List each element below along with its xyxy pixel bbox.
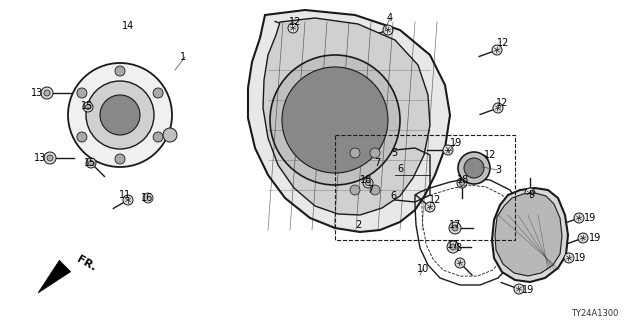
- Circle shape: [153, 132, 163, 142]
- Polygon shape: [495, 193, 562, 276]
- Text: 12: 12: [484, 150, 496, 160]
- Circle shape: [83, 102, 93, 112]
- Circle shape: [574, 213, 584, 223]
- Text: 19: 19: [574, 253, 586, 263]
- Circle shape: [163, 128, 177, 142]
- Text: 15: 15: [84, 158, 96, 168]
- Circle shape: [86, 105, 90, 109]
- Text: 13: 13: [31, 88, 43, 98]
- Circle shape: [460, 180, 465, 186]
- Polygon shape: [492, 188, 568, 282]
- Circle shape: [370, 148, 380, 158]
- Circle shape: [88, 161, 93, 165]
- Circle shape: [288, 23, 298, 33]
- Text: 6: 6: [390, 191, 396, 201]
- Circle shape: [578, 233, 588, 243]
- Text: 12: 12: [496, 98, 508, 108]
- Circle shape: [525, 188, 535, 198]
- Text: 7: 7: [367, 185, 373, 195]
- Circle shape: [493, 103, 503, 113]
- Circle shape: [425, 202, 435, 212]
- Circle shape: [365, 180, 371, 186]
- Text: 7: 7: [374, 158, 380, 168]
- Circle shape: [350, 148, 360, 158]
- Circle shape: [143, 193, 153, 203]
- Circle shape: [514, 284, 524, 294]
- Circle shape: [447, 241, 459, 253]
- Circle shape: [464, 158, 484, 178]
- Text: 13: 13: [34, 153, 46, 163]
- Text: 11: 11: [119, 190, 131, 200]
- Text: 12: 12: [289, 17, 301, 27]
- Circle shape: [443, 145, 453, 155]
- Text: 5: 5: [391, 148, 397, 158]
- Circle shape: [86, 158, 96, 168]
- Text: 12: 12: [429, 195, 441, 205]
- Circle shape: [86, 81, 154, 149]
- Circle shape: [478, 155, 488, 165]
- Text: 18: 18: [457, 175, 469, 185]
- Circle shape: [100, 95, 140, 135]
- Text: FR.: FR.: [75, 254, 98, 274]
- Circle shape: [370, 185, 380, 195]
- Circle shape: [44, 90, 50, 96]
- Text: 15: 15: [81, 101, 93, 111]
- Circle shape: [44, 152, 56, 164]
- Text: 6: 6: [397, 164, 403, 174]
- Text: 16: 16: [141, 193, 153, 203]
- Circle shape: [282, 67, 388, 173]
- Circle shape: [350, 185, 360, 195]
- Circle shape: [449, 222, 461, 234]
- Text: 19: 19: [522, 285, 534, 295]
- Circle shape: [458, 152, 490, 184]
- Circle shape: [68, 63, 172, 167]
- Polygon shape: [248, 10, 450, 232]
- Circle shape: [455, 258, 465, 268]
- Text: 4: 4: [387, 13, 393, 23]
- Text: 9: 9: [528, 190, 534, 200]
- Circle shape: [123, 195, 133, 205]
- Text: 17: 17: [449, 220, 461, 230]
- Text: 2: 2: [355, 220, 361, 230]
- Circle shape: [363, 178, 373, 188]
- Circle shape: [77, 132, 87, 142]
- Circle shape: [450, 244, 456, 250]
- Polygon shape: [263, 18, 430, 215]
- Polygon shape: [38, 260, 70, 293]
- Text: 3: 3: [495, 165, 501, 175]
- Circle shape: [153, 88, 163, 98]
- Circle shape: [115, 66, 125, 76]
- Text: 19: 19: [450, 138, 462, 148]
- Circle shape: [270, 55, 400, 185]
- Text: 10: 10: [417, 264, 429, 274]
- Text: 19: 19: [584, 213, 596, 223]
- Text: 8: 8: [455, 243, 461, 253]
- Circle shape: [492, 45, 502, 55]
- Circle shape: [47, 155, 53, 161]
- Circle shape: [564, 253, 574, 263]
- Text: 17: 17: [447, 240, 459, 250]
- Text: 19: 19: [589, 233, 601, 243]
- Circle shape: [77, 88, 87, 98]
- Text: 18: 18: [360, 175, 372, 185]
- Text: 12: 12: [497, 38, 509, 48]
- Circle shape: [41, 87, 53, 99]
- Text: 14: 14: [122, 21, 134, 31]
- Circle shape: [383, 25, 393, 35]
- Circle shape: [452, 225, 458, 231]
- Circle shape: [457, 178, 467, 188]
- Text: 1: 1: [180, 52, 186, 62]
- Text: TY24A1300: TY24A1300: [572, 308, 619, 317]
- Circle shape: [115, 154, 125, 164]
